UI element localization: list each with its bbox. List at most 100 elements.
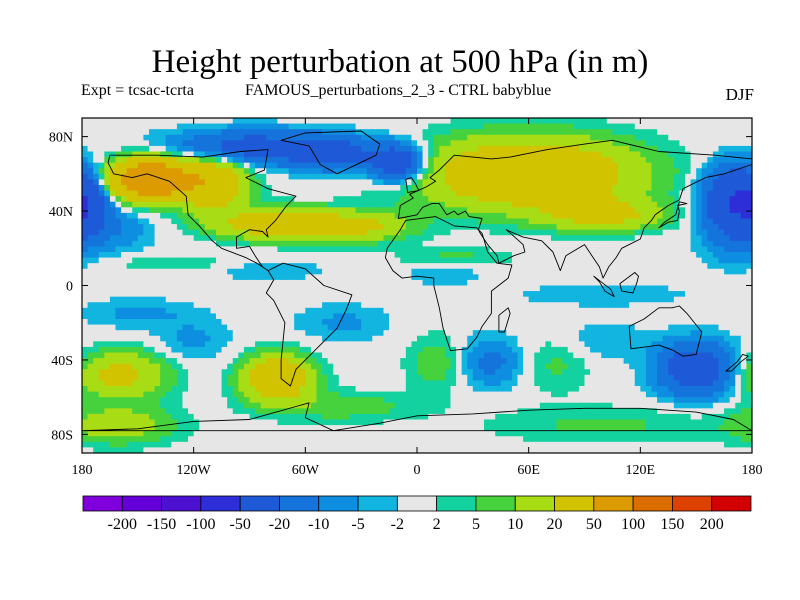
contour-cell xyxy=(98,179,105,186)
contour-cell xyxy=(523,218,530,225)
contour-cell xyxy=(377,129,384,136)
contour-cell xyxy=(344,173,351,180)
contour-cell xyxy=(584,235,591,242)
contour-cell xyxy=(216,302,222,309)
contour-cell xyxy=(260,257,267,264)
contour-cell xyxy=(389,185,396,191)
contour-cell xyxy=(528,190,535,197)
contour-cell xyxy=(294,229,301,236)
contour-cell xyxy=(137,346,144,353)
contour-cell xyxy=(121,330,128,337)
contour-cell xyxy=(271,330,278,337)
contour-cell xyxy=(87,201,94,208)
contour-cell xyxy=(606,268,613,275)
contour-cell xyxy=(444,307,451,314)
contour-cell xyxy=(98,252,105,258)
contour-cell xyxy=(87,157,94,164)
contour-cell xyxy=(746,252,753,258)
contour-cell xyxy=(523,302,530,309)
contour-cell xyxy=(567,313,574,320)
contour-cell xyxy=(623,341,630,348)
contour-cell xyxy=(93,268,100,275)
contour-cell xyxy=(182,157,189,164)
contour-cell xyxy=(327,346,334,353)
contour-cell xyxy=(288,235,295,242)
contour-cell xyxy=(489,330,496,337)
contour-cell xyxy=(539,162,546,169)
contour-cell xyxy=(506,257,513,264)
contour-cell xyxy=(176,145,183,152)
contour-cell xyxy=(662,285,669,292)
contour-cell xyxy=(634,313,641,320)
contour-cell xyxy=(511,263,518,270)
contour-cell xyxy=(634,207,641,214)
contour-cell xyxy=(344,335,351,342)
contour-cell xyxy=(405,157,412,164)
contour-cell xyxy=(305,123,312,130)
contour-cell xyxy=(260,335,267,342)
contour-cell xyxy=(618,224,624,231)
contour-cell xyxy=(433,168,440,175)
contour-cell xyxy=(149,218,155,225)
contour-cell xyxy=(623,179,630,186)
contour-cell xyxy=(149,285,155,292)
contour-cell xyxy=(316,313,323,320)
contour-cell xyxy=(400,129,407,136)
contour-cell xyxy=(523,190,530,197)
contour-cell xyxy=(137,274,144,281)
contour-cell xyxy=(288,274,295,281)
contour-cell xyxy=(534,129,541,136)
contour-cell xyxy=(562,263,569,270)
contour-cell xyxy=(366,313,373,320)
contour-cell xyxy=(623,145,630,152)
contour-cell xyxy=(584,190,591,197)
contour-cell xyxy=(294,224,301,231)
contour-cell xyxy=(467,145,474,152)
contour-cell xyxy=(640,123,647,130)
contour-cell xyxy=(277,341,284,348)
contour-cell xyxy=(707,212,714,219)
contour-cell xyxy=(271,212,278,219)
contour-cell xyxy=(377,229,384,236)
contour-cell xyxy=(629,145,636,152)
contour-cell xyxy=(746,151,753,158)
contour-cell xyxy=(685,151,691,158)
contour-cell xyxy=(243,145,250,152)
contour-cell xyxy=(344,129,351,136)
contour-cell xyxy=(149,240,155,247)
contour-cell xyxy=(433,279,440,286)
contour-cell xyxy=(204,151,211,158)
contour-cell xyxy=(366,129,373,136)
contour-cell xyxy=(506,196,513,203)
contour-cell xyxy=(227,229,234,236)
contour-cell xyxy=(193,235,200,242)
contour-cell xyxy=(176,324,183,331)
contour-cell xyxy=(528,285,535,292)
contour-cell xyxy=(316,324,323,331)
contour-cell xyxy=(87,246,94,253)
contour-cell xyxy=(590,207,597,214)
contour-cell xyxy=(718,341,725,348)
contour-cell xyxy=(327,263,334,270)
contour-cell xyxy=(266,229,273,236)
contour-cell xyxy=(662,274,669,281)
contour-cell xyxy=(126,252,133,258)
contour-cell xyxy=(171,196,178,203)
contour-cell xyxy=(182,201,189,208)
contour-cell xyxy=(595,168,602,175)
contour-cell xyxy=(461,118,468,124)
contour-cell xyxy=(623,246,630,253)
contour-cell xyxy=(629,118,636,124)
contour-cell xyxy=(394,162,401,169)
contour-cell xyxy=(623,218,630,225)
contour-cell xyxy=(634,134,641,141)
contour-cell xyxy=(545,235,552,242)
contour-cell xyxy=(612,212,619,219)
contour-cell xyxy=(528,201,535,208)
contour-cell xyxy=(534,140,541,147)
contour-cell xyxy=(294,145,301,152)
contour-cell xyxy=(327,313,334,320)
contour-cell xyxy=(361,263,368,270)
contour-cell xyxy=(294,168,301,175)
contour-cell xyxy=(171,157,178,164)
